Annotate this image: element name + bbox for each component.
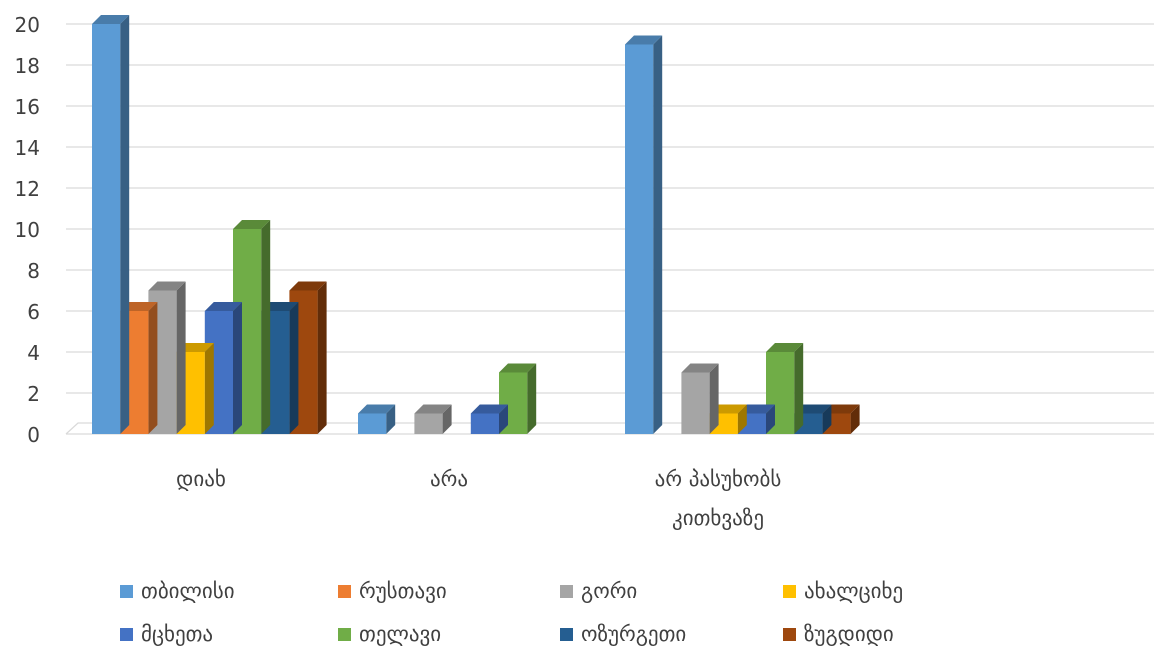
x-category-label: დიახ: [176, 467, 226, 491]
y-tick-label: 20: [15, 13, 40, 37]
y-axis: 0 2 4 6 8 10 12 14 16 18 20: [15, 13, 40, 447]
y-tick-label: 0: [27, 423, 40, 447]
bars: [92, 15, 860, 434]
y-tick-label: 12: [15, 177, 40, 201]
bar-side: [317, 281, 327, 434]
bar-side: [204, 343, 214, 434]
y-tick-label: 18: [15, 54, 40, 78]
bar-top: [822, 404, 860, 414]
bar-side: [176, 281, 186, 434]
bar-front: [470, 413, 499, 434]
bar-top: [148, 281, 186, 291]
bar-side: [499, 404, 508, 434]
bar-front: [358, 413, 387, 434]
bar: [499, 363, 537, 434]
bar-top: [470, 404, 508, 414]
bar: [709, 404, 747, 434]
bar-side: [794, 343, 804, 434]
bar-top: [709, 404, 747, 414]
bar: [766, 343, 804, 434]
bar-top: [414, 404, 452, 414]
bar: [358, 404, 396, 434]
bar-top: [261, 302, 299, 311]
bar-side: [233, 302, 242, 434]
bar-side: [709, 363, 719, 434]
bar-front: [414, 413, 443, 434]
bar-top: [233, 220, 271, 229]
bar-top: [766, 343, 804, 352]
bar-front: [92, 24, 121, 434]
bar: [414, 404, 452, 434]
bar-side: [527, 363, 537, 434]
bar-side: [148, 302, 158, 434]
bar-front: [681, 372, 710, 434]
y-tick-label: 2: [27, 382, 40, 406]
bar-top: [120, 302, 158, 311]
bar-side: [289, 302, 299, 434]
bar-top: [289, 281, 327, 291]
bar-top: [358, 404, 396, 414]
bar-top: [204, 302, 242, 311]
x-category-label: არ პასუხობს: [655, 467, 782, 491]
y-tick-label: 14: [15, 136, 40, 160]
bar: [681, 363, 719, 434]
x-axis: დიახ არა არ პასუხობს კითხვაზე: [176, 467, 781, 530]
bar-side: [822, 404, 832, 434]
bar: [92, 15, 130, 434]
bar-side: [442, 404, 452, 434]
y-tick-label: 16: [15, 95, 40, 119]
bar-side: [386, 404, 396, 434]
bar-side: [766, 404, 775, 434]
bar-top: [681, 363, 719, 373]
bar-side: [120, 15, 130, 434]
y-tick-label: 6: [27, 300, 40, 324]
bar: [625, 35, 663, 434]
bar: [470, 404, 508, 434]
bar-top: [737, 404, 775, 414]
bar-top: [176, 343, 214, 352]
x-category-label: კითხვაზე: [672, 506, 764, 530]
x-category-label: არა: [430, 467, 468, 491]
bar-side: [261, 220, 271, 434]
bar-side: [653, 35, 663, 434]
y-tick-label: 10: [15, 218, 40, 242]
bar-top: [625, 35, 663, 45]
bar-top: [794, 404, 832, 414]
bar-top: [499, 363, 537, 373]
bar-side: [850, 404, 860, 434]
bar-side: [737, 404, 747, 434]
bar-front: [625, 44, 654, 434]
y-tick-label: 4: [27, 341, 40, 365]
y-tick-label: 8: [27, 259, 40, 283]
bar-top: [92, 15, 130, 24]
